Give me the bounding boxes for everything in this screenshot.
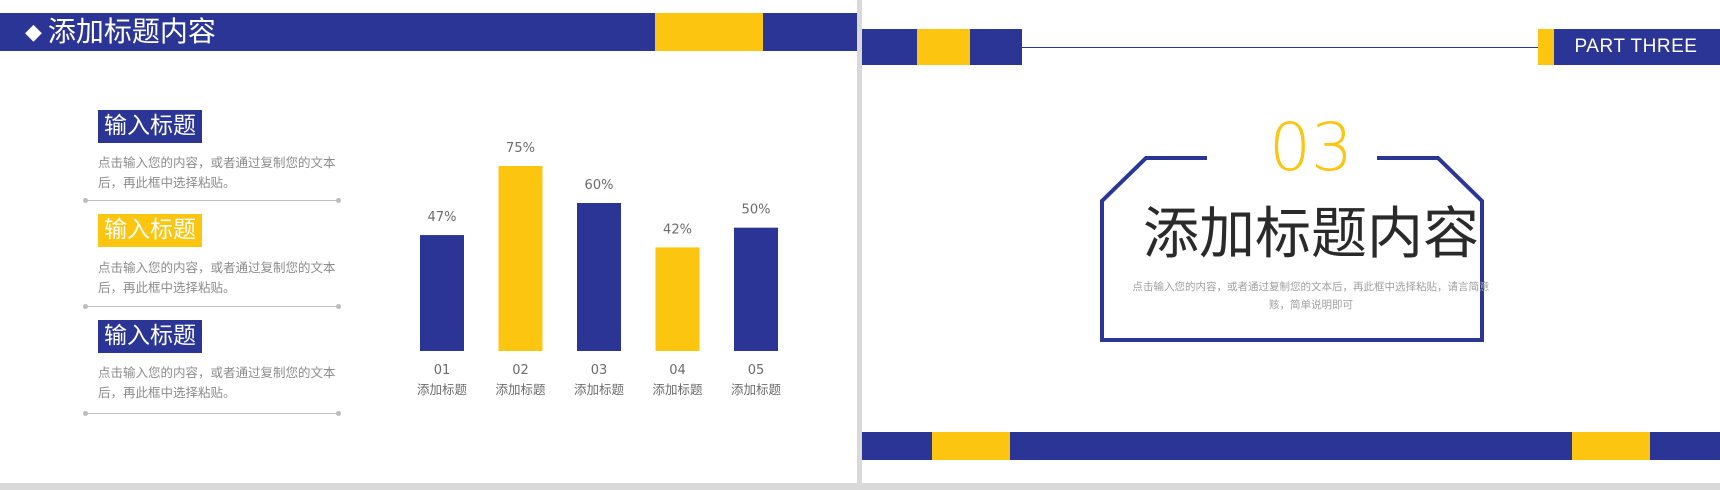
category-label-05: 05 (748, 363, 765, 378)
category-label-03: 03 (591, 363, 608, 378)
value-label-01: 47% (428, 210, 457, 225)
diamond-icon: ◆ (25, 20, 42, 45)
item-tag-3[interactable]: 输入标题 (98, 320, 202, 353)
bar-01 (420, 235, 464, 351)
bar-04 (655, 247, 700, 351)
slide-left[interactable]: ◆ 添加标题内容 输入标题 点击输入您的内容，或者通过复制您的文本后，再此框中选择… (0, 0, 857, 483)
item-tag-2[interactable]: 输入标题 (98, 214, 202, 247)
bottom-block-yellow-2 (1572, 432, 1650, 460)
bar-03 (577, 203, 621, 351)
item-tag-1[interactable]: 输入标题 (98, 110, 202, 143)
top-block-blue-1 (862, 29, 917, 65)
bar-02 (498, 166, 543, 351)
separator-3 (83, 411, 341, 416)
header-accent (655, 13, 763, 51)
category-name-03: 添加标题 (574, 382, 625, 397)
bar-05 (734, 227, 778, 351)
section-title[interactable]: 添加标题内容 (1143, 202, 1479, 267)
value-label-04: 42% (663, 222, 692, 237)
separator-2 (83, 304, 341, 309)
category-name-02: 添加标题 (495, 382, 546, 397)
item-desc-1[interactable]: 点击输入您的内容，或者通过复制您的文本后，再此框中选择粘贴。 (98, 155, 336, 190)
bottom-block-blue-1 (862, 432, 932, 460)
top-block-blue-2 (970, 29, 1022, 65)
item-desc-2[interactable]: 点击输入您的内容，或者通过复制您的文本后，再此框中选择粘贴。 (98, 260, 336, 295)
category-name-04: 添加标题 (652, 382, 703, 397)
bar-chart: 47% 01 添加标题 75% 02 添加标题 60% 03 添加标题 42% 04 添加标题 50% 0… (417, 141, 782, 397)
slide-title[interactable]: ◆ 添加标题内容 (25, 13, 216, 51)
part-label[interactable]: PART THREE (1574, 36, 1698, 57)
slide-title-text[interactable]: 添加标题内容 (47, 15, 216, 48)
part-label-bg (1554, 29, 1720, 65)
value-label-02: 75% (506, 141, 535, 156)
part-label-accent (1538, 29, 1554, 65)
category-label-04: 04 (669, 363, 686, 378)
value-label-05: 50% (742, 203, 771, 218)
category-name-05: 添加标题 (731, 382, 782, 397)
value-label-03: 60% (585, 178, 614, 193)
slide-right[interactable]: PART THREE 03 添加标题内容 点击输入您的内容，或者通过复制您的文本… (862, 0, 1720, 483)
title-frame (1100, 156, 1484, 342)
separator-1 (83, 198, 341, 203)
top-divider-line (1022, 47, 1702, 48)
bottom-block-blue-2 (1010, 432, 1572, 460)
category-label-01: 01 (434, 363, 451, 378)
bottom-block-yellow-1 (932, 432, 1010, 460)
bottom-block-blue-3 (1650, 432, 1720, 460)
section-number[interactable]: 03 (1269, 109, 1353, 186)
top-block-yellow (917, 29, 970, 65)
item-desc-3[interactable]: 点击输入您的内容，或者通过复制您的文本后，再此框中选择粘贴。 (98, 365, 336, 400)
category-label-02: 02 (512, 363, 529, 378)
section-desc[interactable]: 点击输入您的内容，或者通过复制您的文本后，再此框中选择粘贴，请言简意赅，简单说明… (1132, 281, 1490, 311)
category-name-01: 添加标题 (417, 382, 468, 397)
